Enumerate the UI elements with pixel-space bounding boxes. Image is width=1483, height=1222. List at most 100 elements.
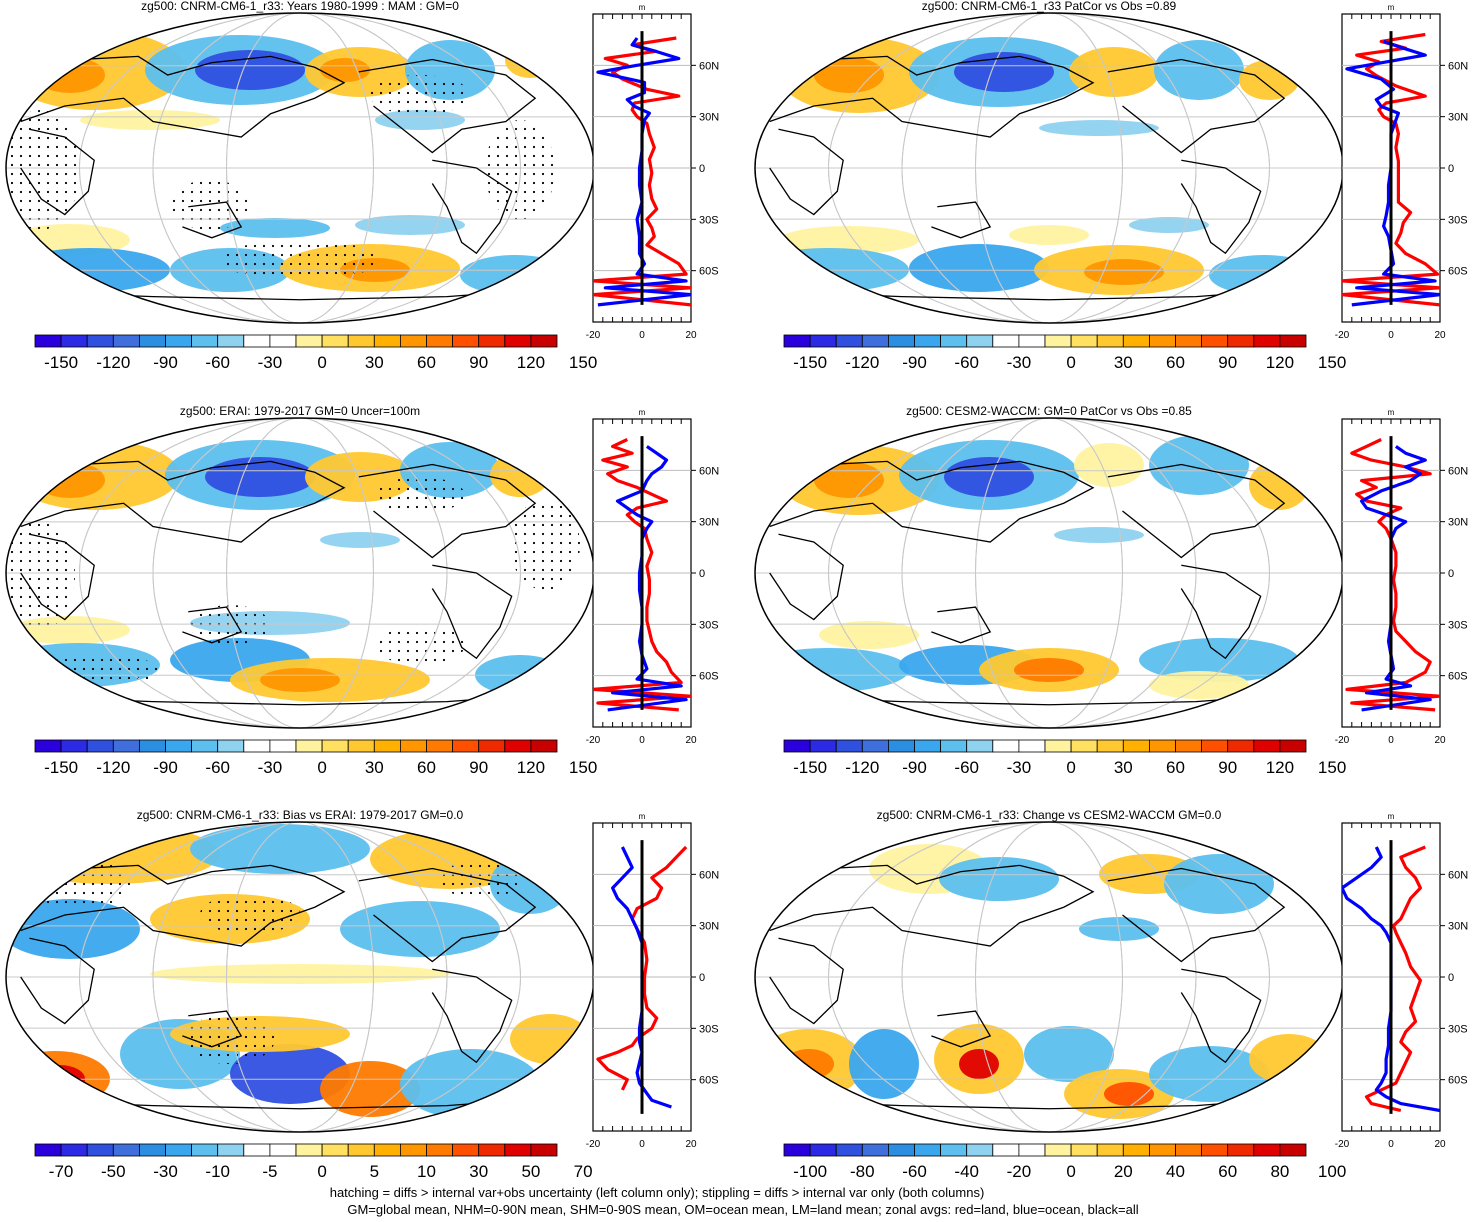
stippling — [185, 1014, 275, 1064]
colorbar-swatch — [452, 1143, 480, 1157]
colorbar-swatch — [1018, 334, 1046, 348]
colorbar-swatch — [112, 1143, 140, 1157]
colorbar-swatch — [1044, 739, 1072, 753]
field-patch — [1084, 259, 1164, 285]
colorbar-swatch — [243, 1143, 271, 1157]
colorbar-swatch — [1253, 739, 1281, 753]
panel-4: zg500: CESM2-WACCM: GM=0 PatCor vs Obs =… — [754, 404, 1468, 777]
colorbar-swatch — [940, 739, 968, 753]
colorbar-label: 50 — [521, 1162, 540, 1181]
colorbar-swatch — [914, 334, 942, 348]
colorbar-swatch — [399, 739, 427, 753]
zonal-lat-label: 30N — [699, 517, 719, 529]
coastline — [358, 867, 537, 963]
colorbar-swatch — [191, 334, 219, 348]
longitude-line — [152, 418, 448, 728]
colorbar-swatch — [1279, 739, 1307, 753]
colorbar-swatch — [347, 334, 375, 348]
colorbar-swatch — [861, 739, 889, 753]
colorbar-label: -30 — [1007, 353, 1032, 372]
coastline — [931, 1010, 992, 1048]
colorbar-swatch — [1279, 334, 1307, 348]
field-patch — [260, 668, 340, 692]
colorbar-swatch — [191, 1143, 219, 1157]
zonal-lat-label: 60S — [1448, 1075, 1468, 1087]
colorbar-label: 0 — [1066, 353, 1075, 372]
panel-3: zg500: ERAI: 1979-2017 GM=0 Uncer=100m 6… — [5, 404, 719, 777]
coastline — [931, 201, 992, 239]
colorbar-swatch — [321, 334, 349, 348]
field-patch — [909, 244, 1049, 292]
colorbar-swatch — [966, 334, 994, 348]
colorbar-swatch — [295, 1143, 323, 1157]
colorbar-swatch — [940, 334, 968, 348]
coastline — [1180, 968, 1262, 1064]
colorbar-swatch — [1096, 334, 1124, 348]
colorbar-label: 0 — [317, 1162, 326, 1181]
colorbar-label: -5 — [262, 1162, 277, 1181]
field-patch — [320, 532, 400, 548]
zonal-lat-label: 30S — [699, 214, 719, 226]
field-patch — [505, 42, 555, 78]
coastline — [431, 564, 513, 660]
coastline — [358, 463, 537, 559]
map — [755, 13, 1343, 323]
colorbar-swatch — [60, 334, 88, 348]
colorbar-swatch — [426, 739, 454, 753]
zonal-x-tick-label: 20 — [685, 735, 697, 746]
colorbar-swatch — [191, 739, 219, 753]
colorbar-label: 60 — [1166, 758, 1185, 777]
colorbar-label: -80 — [850, 1162, 875, 1181]
coastline — [182, 606, 243, 644]
panel-title: zg500: CNRM-CM6-1_r33: Years 1980-1999 :… — [141, 0, 459, 13]
colorbar-label: 60 — [1218, 1162, 1237, 1181]
longitude-line — [828, 822, 1270, 1132]
field-patch — [1249, 460, 1309, 510]
colorbar-swatch — [165, 334, 193, 348]
colorbar-label: 150 — [1318, 353, 1346, 372]
colorbar-swatch — [861, 334, 889, 348]
colorbar-label: -50 — [101, 1162, 126, 1181]
colorbar-swatch — [1122, 1143, 1150, 1157]
colorbar-swatch — [887, 739, 915, 753]
zonal-lat-label: 60N — [699, 60, 719, 72]
colorbar-swatch — [269, 739, 297, 753]
field-patch — [205, 457, 315, 497]
zonal-lat-label: 0 — [699, 163, 705, 175]
panel-6: zg500: CNRM-CM6-1_r33: Change vs CESM2-W… — [754, 808, 1468, 1181]
colorbar-label: 30 — [365, 758, 384, 777]
colorbar-swatch — [86, 334, 114, 348]
coastline — [769, 128, 844, 216]
field-patch — [1009, 225, 1089, 245]
stippling — [200, 894, 300, 934]
colorbar-label: -60 — [205, 353, 230, 372]
zonal-lat-label: 60N — [1448, 869, 1468, 881]
zonal-x-tick-label: 20 — [1434, 1139, 1446, 1150]
field-patch — [150, 964, 450, 984]
panel-title: zg500: CESM2-WACCM: GM=0 PatCor vs Obs =… — [906, 404, 1192, 418]
zonal-x-tick-label: 0 — [1388, 1139, 1394, 1150]
colorbar-swatch — [269, 334, 297, 348]
field-patch — [1069, 47, 1159, 97]
zonal-lat-label: 60S — [699, 266, 719, 278]
zonal-plot: 60N 30N 0 30S 60S -20 0 20 m — [586, 812, 719, 1150]
colorbar-swatch — [1096, 1143, 1124, 1157]
colorbar-label: 60 — [417, 353, 436, 372]
field-patch — [819, 621, 919, 649]
footer-line-1: hatching = diffs > internal var+obs unce… — [330, 1185, 985, 1200]
stippling — [6, 520, 75, 630]
zonal-x-tick-label: -20 — [1335, 1139, 1350, 1150]
colorbar-label: -90 — [153, 353, 178, 372]
colorbar-label: -120 — [96, 758, 130, 777]
stippling — [190, 605, 270, 645]
colorbar-swatch — [835, 1143, 863, 1157]
colorbar-label: 150 — [1318, 758, 1346, 777]
colorbar-label: -60 — [902, 1162, 927, 1181]
footer-line-2: GM=global mean, NHM=0-90N mean, SHM=0-90… — [347, 1202, 1138, 1217]
colorbar-swatch — [347, 739, 375, 753]
coastline — [1107, 867, 1286, 963]
longitude-line — [79, 13, 521, 323]
colorbar-swatch — [112, 334, 140, 348]
colorbar-swatch — [1175, 1143, 1203, 1157]
colorbar-label: -150 — [44, 758, 78, 777]
